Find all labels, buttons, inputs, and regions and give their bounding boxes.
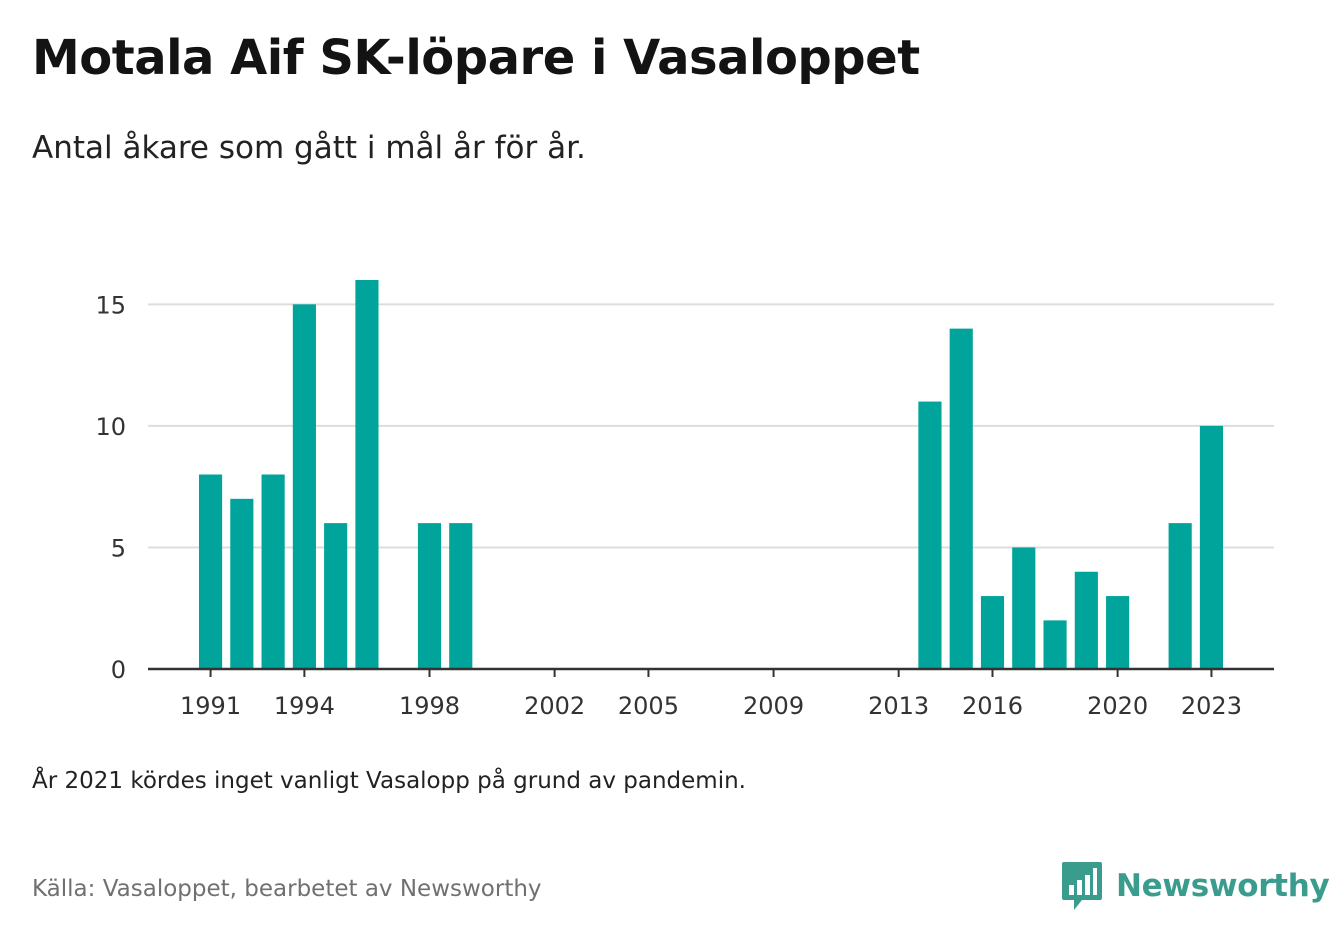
bar <box>1106 596 1130 669</box>
footnote: År 2021 kördes inget vanligt Vasalopp på… <box>32 768 746 794</box>
bar <box>980 596 1005 669</box>
brand-logo: Newsworthy <box>1060 860 1330 912</box>
newsworthy-logo-icon <box>1062 862 1102 910</box>
bar <box>417 523 442 669</box>
x-tick-label: 2020 <box>1087 692 1148 720</box>
x-tick-label: 2023 <box>1181 692 1242 720</box>
bar <box>1043 620 1067 669</box>
y-tick-label: 15 <box>95 291 126 319</box>
bar <box>449 523 473 669</box>
bar <box>355 280 379 669</box>
x-tick-label: 2009 <box>743 692 804 720</box>
bar <box>1074 571 1098 669</box>
bar <box>230 498 254 669</box>
x-tick-label: 2013 <box>868 692 929 720</box>
y-tick-label: 0 <box>111 656 126 684</box>
bar-chart: 0 5 10 15 1991 1994 1998 2002 2005 2009 2013 2016 20… <box>95 280 1274 720</box>
x-tick-label: 2005 <box>618 692 679 720</box>
bar <box>292 304 316 669</box>
chart-subtitle: Antal åkare som gått i mål år för år. <box>32 130 586 166</box>
x-tick-label: 1994 <box>274 692 335 720</box>
y-tick-label: 5 <box>111 534 126 562</box>
source-credit: Källa: Vasaloppet, bearbetet av Newswort… <box>32 876 542 902</box>
bar <box>1199 425 1224 669</box>
chart-title: Motala Aif SK-löpare i Vasaloppet <box>32 30 920 86</box>
bar <box>949 328 973 669</box>
bar <box>198 474 223 669</box>
bar <box>261 474 285 669</box>
x-tick-label: 2002 <box>524 692 585 720</box>
bar <box>1168 523 1192 669</box>
x-tick-label: 2016 <box>962 692 1023 720</box>
bar <box>1012 547 1036 669</box>
x-tick-label: 1991 <box>180 692 241 720</box>
brand-name: Newsworthy <box>1116 868 1330 904</box>
y-tick-label: 10 <box>95 413 126 441</box>
bar <box>918 401 942 669</box>
x-tick-label: 1998 <box>399 692 460 720</box>
bar <box>324 523 348 669</box>
